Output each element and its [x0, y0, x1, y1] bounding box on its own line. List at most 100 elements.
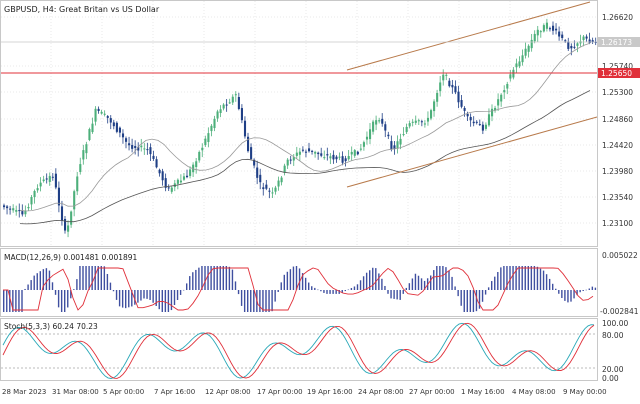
macd-histogram-bar: [298, 268, 301, 290]
candle-body: [57, 187, 60, 206]
macd-histogram-bar: [143, 290, 145, 299]
candle-body: [79, 164, 82, 173]
macd-histogram-bar: [405, 287, 407, 290]
candle-body: [481, 124, 484, 131]
candle-body: [115, 122, 118, 132]
macd-histogram-bar: [176, 290, 179, 300]
time-axis-label: 7 Apr 16:00: [154, 388, 195, 396]
macd-histogram-bar: [314, 287, 316, 290]
candle-body: [372, 121, 375, 132]
macd-histogram-bar: [341, 290, 343, 293]
macd-histogram-bar: [454, 286, 456, 290]
macd-histogram-bar: [436, 266, 438, 290]
candle-body: [472, 121, 475, 124]
macd-histogram-bar: [451, 276, 453, 290]
macd-histogram-bar: [591, 286, 594, 290]
candle-body: [527, 45, 530, 52]
macd-histogram-bar: [100, 266, 102, 290]
macd-histogram-bar: [295, 266, 298, 290]
macd-histogram-bar: [457, 290, 459, 297]
macd-panel: [0, 248, 598, 317]
macd-histogram-bar: [420, 278, 423, 290]
macd-histogram-bar: [555, 288, 557, 290]
macd-histogram-bar: [140, 290, 142, 301]
macd-histogram-bar: [210, 266, 212, 290]
candle-body: [237, 97, 240, 109]
candle-body: [118, 127, 121, 133]
candle-body: [109, 118, 112, 123]
candle-body: [332, 154, 335, 160]
candle-body: [317, 152, 320, 155]
macd-histogram-bar: [204, 266, 206, 290]
candle-body: [469, 116, 472, 121]
candle-body: [405, 126, 408, 133]
candle-body: [228, 102, 231, 104]
macd-histogram-bar: [146, 290, 148, 299]
candle-body: [70, 211, 73, 225]
candle-body: [515, 63, 518, 68]
macd-histogram-bar: [521, 266, 523, 290]
macd-histogram-bar: [237, 290, 240, 295]
candle-body: [222, 104, 225, 109]
macd-histogram-bar: [460, 290, 462, 306]
macd-histogram-bar: [73, 289, 75, 290]
candle-body: [152, 155, 155, 159]
macd-histogram-bar: [445, 267, 447, 290]
macd-histogram-bar: [76, 279, 78, 290]
candle-body: [298, 151, 301, 155]
candle-body: [21, 211, 24, 215]
candle-body: [216, 111, 219, 119]
candle-body: [60, 206, 64, 221]
macd-axis-top: 0.005022: [602, 251, 638, 260]
candle-body: [582, 36, 585, 41]
stoch-axis-label: 0.00: [602, 374, 619, 383]
macd-histogram-bar: [265, 290, 267, 312]
candle-body: [24, 210, 27, 215]
candle-body: [283, 165, 286, 173]
macd-histogram-bar: [402, 290, 404, 294]
macd-histogram-bar: [109, 282, 112, 290]
macd-histogram-bar: [164, 290, 167, 312]
candle-body: [530, 39, 533, 49]
macd-histogram-bar: [365, 272, 368, 290]
macd-histogram-bar: [91, 266, 93, 290]
macd-histogram-bar: [350, 288, 353, 290]
macd-histogram-bar: [588, 288, 590, 290]
candle-body: [85, 144, 88, 154]
candle-body: [167, 187, 170, 189]
candle-body: [140, 145, 143, 148]
price-axis-label: 1.24860: [602, 115, 633, 124]
macd-histogram-bar: [320, 290, 322, 292]
candle-body: [439, 82, 442, 92]
macd-histogram-bar: [539, 268, 542, 290]
moving-average-fast: [19, 42, 591, 212]
candle-body: [45, 178, 48, 180]
macd-histogram-bar: [60, 290, 63, 312]
macd-histogram-bar: [372, 267, 374, 290]
candle-body: [350, 151, 353, 155]
macd-histogram-bar: [356, 284, 359, 290]
candle-body: [39, 182, 42, 187]
macd-histogram-bar: [494, 276, 496, 290]
candle-body: [353, 150, 356, 156]
candle-body: [250, 147, 253, 159]
macd-histogram-bar: [12, 290, 14, 312]
candle-body: [243, 120, 247, 137]
candle-body: [487, 114, 491, 126]
macd-histogram-bar: [390, 290, 392, 299]
macd-histogram-bar: [433, 270, 435, 290]
macd-histogram-bar: [387, 290, 389, 294]
candle-body: [304, 151, 308, 153]
candle-body: [82, 150, 85, 160]
macd-histogram-bar: [207, 266, 209, 290]
macd-histogram-bar: [524, 266, 526, 290]
candle-body: [48, 176, 51, 182]
price-axis-label: 1.26620: [602, 13, 633, 22]
macd-histogram-bar: [280, 282, 282, 290]
candle-body: [326, 154, 329, 156]
macd-histogram-bar: [125, 290, 127, 309]
macd-histogram-bar: [259, 290, 261, 312]
candle-body: [567, 41, 570, 49]
